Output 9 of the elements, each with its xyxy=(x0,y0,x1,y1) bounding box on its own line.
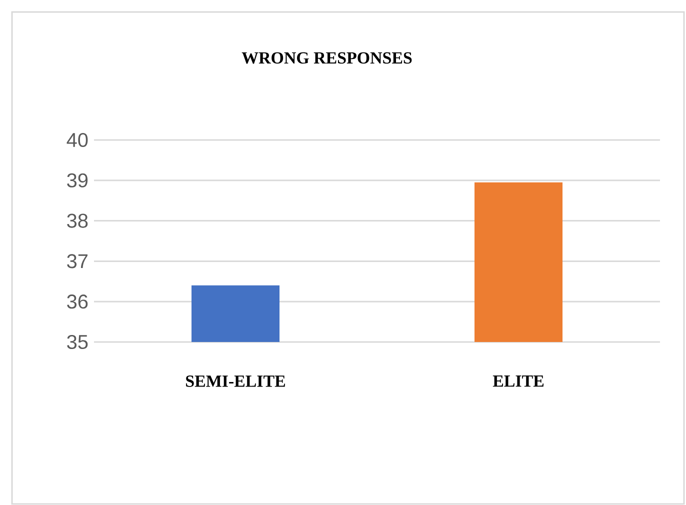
x-tick-label: ELITE xyxy=(492,376,544,387)
x-tick-label: SEMI-ELITE xyxy=(186,376,285,388)
y-tick-label: 40 xyxy=(66,133,88,148)
y-tick-label: 35 xyxy=(67,335,88,350)
y-tick-label: 39 xyxy=(67,173,88,188)
chart-title: WRONG RESPONSES xyxy=(242,52,412,64)
y-tick-label: 37 xyxy=(67,254,88,268)
y-tick-label: 36 xyxy=(67,294,88,309)
y-tick-label: 38 xyxy=(67,214,88,228)
